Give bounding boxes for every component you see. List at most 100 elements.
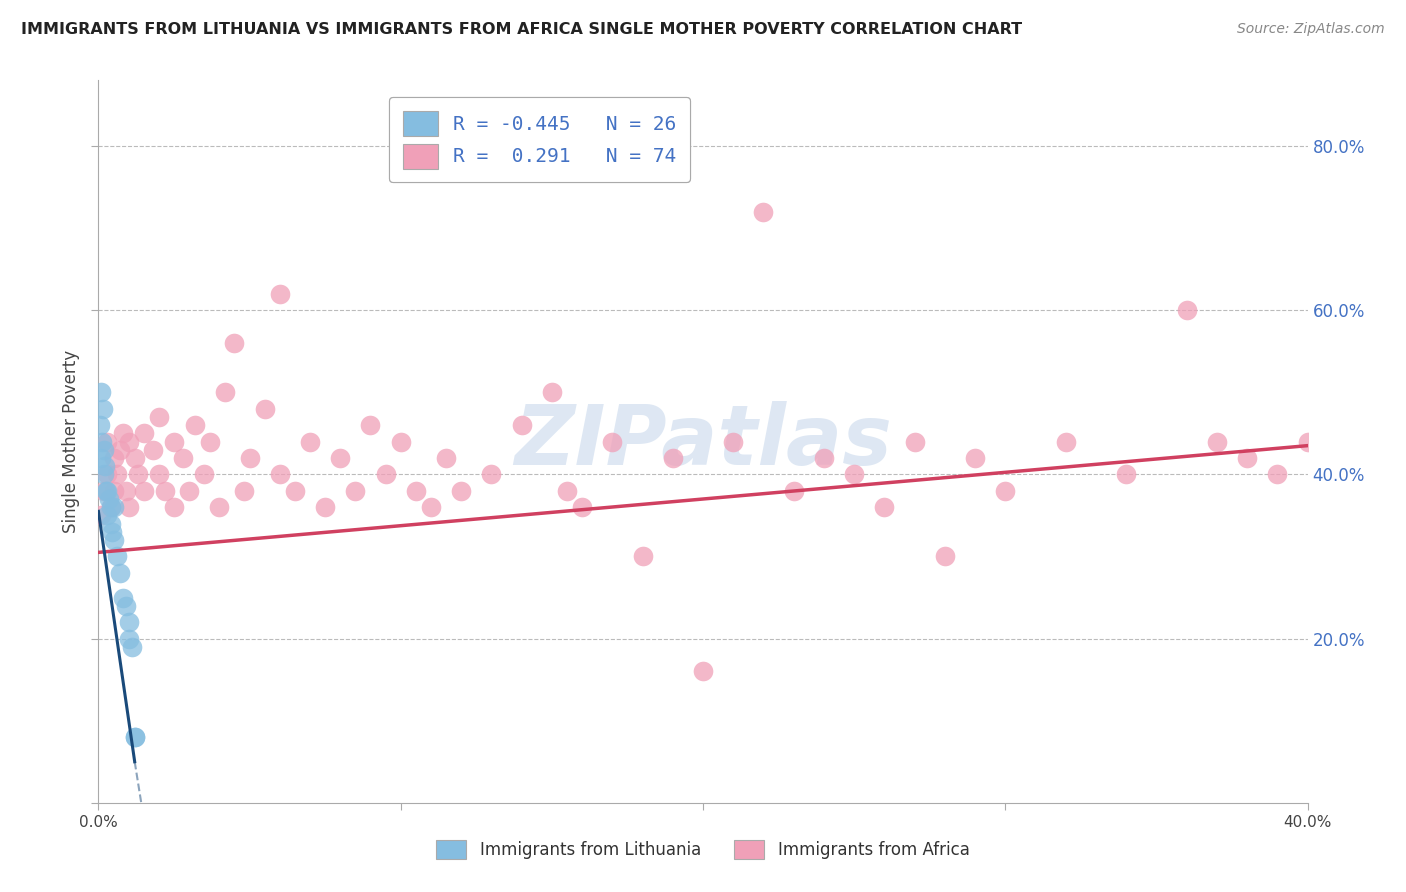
Point — [1267, 467, 1289, 482]
Point — [118, 615, 141, 630]
Point — [420, 500, 443, 515]
Point — [90, 508, 112, 523]
Point — [118, 434, 141, 449]
Point — [661, 450, 683, 465]
Point — [91, 434, 114, 449]
Point — [100, 500, 122, 515]
Point — [118, 632, 141, 646]
Point — [434, 450, 457, 465]
Point — [103, 483, 125, 498]
Point — [239, 450, 262, 465]
Point — [813, 450, 835, 465]
Point — [96, 467, 118, 482]
Point — [127, 467, 149, 482]
Point — [124, 450, 146, 465]
Point — [360, 418, 382, 433]
Point — [132, 483, 155, 498]
Point — [965, 450, 987, 465]
Point — [163, 500, 186, 515]
Point — [94, 459, 117, 474]
Point — [93, 483, 115, 498]
Point — [571, 500, 593, 515]
Point — [481, 467, 503, 482]
Point — [1115, 467, 1137, 482]
Point — [121, 640, 143, 654]
Point — [314, 500, 336, 515]
Point — [96, 508, 118, 523]
Point — [103, 450, 125, 465]
Point — [101, 524, 124, 539]
Point — [232, 483, 254, 498]
Point — [184, 418, 207, 433]
Point — [96, 434, 118, 449]
Point — [179, 483, 201, 498]
Point — [783, 483, 806, 498]
Point — [105, 467, 128, 482]
Y-axis label: Single Mother Poverty: Single Mother Poverty — [62, 350, 80, 533]
Point — [172, 450, 194, 465]
Point — [994, 483, 1017, 498]
Point — [389, 434, 412, 449]
Point — [269, 286, 291, 301]
Point — [692, 665, 714, 679]
Point — [723, 434, 745, 449]
Point — [108, 566, 131, 580]
Point — [93, 467, 115, 482]
Point — [91, 401, 114, 416]
Point — [1236, 450, 1258, 465]
Point — [208, 500, 231, 515]
Point — [299, 434, 322, 449]
Point — [1206, 434, 1229, 449]
Point — [540, 385, 562, 400]
Legend: Immigrants from Lithuania, Immigrants from Africa: Immigrants from Lithuania, Immigrants fr… — [430, 833, 976, 866]
Point — [374, 467, 396, 482]
Legend: R = -0.445   N = 26, R =  0.291   N = 74: R = -0.445 N = 26, R = 0.291 N = 74 — [389, 97, 690, 182]
Point — [344, 483, 367, 498]
Point — [193, 467, 215, 482]
Point — [93, 442, 115, 457]
Point — [163, 434, 186, 449]
Point — [103, 500, 125, 515]
Point — [510, 418, 533, 433]
Text: ZIPatlas: ZIPatlas — [515, 401, 891, 482]
Point — [132, 426, 155, 441]
Point — [752, 204, 775, 219]
Point — [142, 442, 165, 457]
Point — [934, 549, 956, 564]
Point — [904, 434, 927, 449]
Point — [405, 483, 427, 498]
Point — [114, 483, 136, 498]
Point — [148, 467, 170, 482]
Point — [555, 483, 578, 498]
Point — [100, 516, 122, 531]
Point — [224, 336, 246, 351]
Point — [253, 401, 276, 416]
Point — [108, 442, 131, 457]
Point — [1054, 434, 1077, 449]
Point — [602, 434, 624, 449]
Point — [844, 467, 866, 482]
Point — [90, 385, 112, 400]
Point — [94, 483, 117, 498]
Point — [90, 450, 112, 465]
Point — [148, 409, 170, 424]
Point — [329, 450, 352, 465]
Point — [114, 599, 136, 613]
Point — [89, 418, 111, 433]
Point — [100, 500, 122, 515]
Text: IMMIGRANTS FROM LITHUANIA VS IMMIGRANTS FROM AFRICA SINGLE MOTHER POVERTY CORREL: IMMIGRANTS FROM LITHUANIA VS IMMIGRANTS … — [21, 22, 1022, 37]
Point — [124, 730, 146, 744]
Point — [631, 549, 654, 564]
Point — [200, 434, 222, 449]
Point — [1296, 434, 1319, 449]
Point — [214, 385, 236, 400]
Point — [269, 467, 291, 482]
Point — [1175, 303, 1198, 318]
Point — [98, 491, 121, 506]
Point — [96, 483, 118, 498]
Point — [153, 483, 176, 498]
Point — [873, 500, 896, 515]
Point — [118, 500, 141, 515]
Point — [103, 533, 125, 547]
Point — [124, 730, 146, 744]
